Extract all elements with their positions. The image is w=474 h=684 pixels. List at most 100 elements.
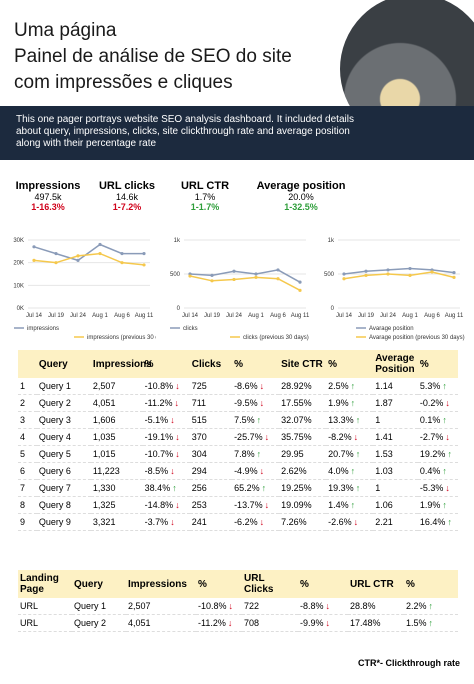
cell: Query 4	[36, 428, 91, 446]
cell-text: -8.8%	[300, 601, 324, 611]
point	[98, 252, 102, 256]
cell: 294	[189, 462, 233, 480]
trend-arrow: ↑	[355, 449, 361, 459]
point	[342, 277, 346, 281]
cell-text: Query 4	[38, 432, 71, 442]
point	[430, 270, 434, 274]
cell: 1,035	[90, 428, 143, 446]
cell: 8	[18, 496, 37, 514]
cell-text: 6	[20, 466, 26, 476]
y-tick-label: 10K	[13, 283, 24, 289]
cell-text: 4	[20, 432, 26, 442]
cell-text: 0.4%	[419, 466, 441, 476]
cell: 1.9% ↑	[326, 394, 374, 412]
cell-text: 294	[191, 466, 207, 476]
cell: -10.8% ↓	[196, 598, 242, 615]
cell: Query 1	[72, 598, 126, 615]
kpi: Impressions 497.5k 1-16.3%	[8, 180, 88, 212]
point	[342, 272, 346, 276]
kpi-value: 1.7%	[194, 192, 216, 202]
kpi-label: Impressions	[15, 180, 81, 192]
cell: 711	[189, 394, 233, 412]
point	[210, 273, 214, 277]
chart-svg: 0 500 1k Jul 14 Jul 19 Jul 24 Aug 1 Aug 6 Aug 11…	[324, 238, 465, 341]
cell: -0.2% ↓	[417, 394, 458, 412]
cell: 7.26%	[279, 513, 327, 531]
row: 5 Query 5 1,015 -10.7% ↓ 304 7.8% ↑ 29.95 20.7% ↑ 1…	[18, 445, 458, 463]
cell-text: 11,223	[92, 466, 120, 476]
point	[276, 277, 280, 281]
header-cell: Site CTR	[279, 350, 327, 378]
x-tick-label: Jul 24	[70, 313, 87, 319]
x-tick-label: Jul 24	[226, 313, 243, 319]
y-tick-label: 20K	[13, 261, 24, 267]
cell: 3	[18, 411, 37, 429]
cell-text: Query 2	[38, 398, 71, 408]
chart: 0 500 1k Jul 14 Jul 19 Jul 24 Aug 1 Aug 6 Aug 11…	[162, 232, 312, 342]
cell-text: 1	[375, 415, 381, 425]
point	[298, 288, 302, 292]
cell: 1,325	[90, 496, 143, 514]
y-tick-label: 500	[170, 272, 181, 278]
trend-arrow: ↑	[442, 381, 447, 391]
trend-arrow: ↓	[264, 500, 270, 510]
cell-text: 7.8%	[234, 449, 255, 459]
point	[408, 266, 412, 271]
cell: -4.9% ↓	[232, 462, 280, 480]
point	[142, 252, 146, 256]
cell-text: 19.3%	[328, 483, 354, 493]
cell-text: 3	[20, 415, 26, 425]
cell: 1.06	[373, 496, 418, 514]
x-tick-label: Jul 24	[380, 313, 397, 319]
cell: Query 3	[36, 411, 91, 429]
cell-text: 7.26%	[281, 517, 307, 527]
trend-arrow: ↑	[350, 500, 356, 510]
cell-text: 1.53	[375, 449, 393, 459]
kpi-value: 14.6k	[115, 192, 139, 202]
cell-text: -10.7%	[144, 449, 174, 459]
cell: -14.8% ↓	[142, 496, 190, 514]
header-cell: %	[404, 570, 458, 598]
cell-text: 7.5%	[234, 415, 255, 425]
cell: 1,606	[90, 411, 143, 429]
cell: 2.62%	[279, 462, 327, 480]
header-cell: URL Clicks	[242, 570, 298, 598]
cell: 13.3% ↑	[326, 411, 374, 429]
point	[142, 263, 146, 267]
cell: 28.92%	[279, 378, 327, 395]
cell: -25.7% ↓	[232, 428, 280, 446]
cell: 28.8%	[348, 598, 404, 615]
cell-text: 9	[20, 517, 26, 527]
legend-label: clicks (previous 30 days)	[243, 335, 309, 341]
cell-text: 65.2%	[234, 483, 260, 493]
cell: 19.25%	[279, 479, 327, 497]
cell: 2.5% ↑	[326, 378, 374, 395]
cell: 19.3% ↑	[326, 479, 374, 497]
x-tick-label: Aug 6	[114, 313, 130, 319]
cell: Query 6	[36, 462, 91, 480]
cell-text: 1.14	[375, 381, 393, 391]
cell: 1.03	[373, 462, 418, 480]
cell: -9.9% ↓	[298, 614, 348, 632]
cell-text: 4,051	[92, 398, 116, 408]
cell: 5.3% ↑	[417, 378, 458, 395]
x-tick-label: Jul 14	[26, 313, 43, 319]
point	[54, 261, 58, 265]
cell-text: Query 1	[38, 381, 71, 391]
point	[276, 268, 280, 272]
trend-arrow: ↓	[325, 618, 331, 628]
cell: 7.5% ↑	[232, 411, 280, 429]
cell-text: 1	[20, 381, 26, 391]
cell: 4,051	[126, 614, 196, 632]
cell-text: 13.3%	[328, 415, 354, 425]
cell: 35.75%	[279, 428, 327, 446]
point	[120, 261, 124, 265]
cell: URL	[18, 614, 72, 632]
cell-text: 38.4%	[144, 483, 171, 493]
line	[343, 267, 455, 275]
kpi-change: 1-7.2%	[112, 202, 142, 212]
line	[189, 275, 301, 291]
cell-text: -2.6%	[328, 517, 352, 527]
cell: -8.5% ↓	[142, 462, 190, 480]
cell: -9.5% ↓	[232, 394, 280, 412]
